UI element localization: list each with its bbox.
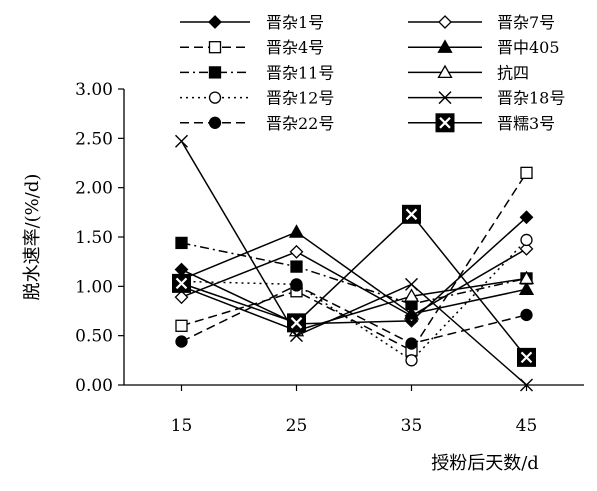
- series-line: [181, 277, 527, 332]
- series-line: [181, 172, 528, 352]
- data-point: [290, 260, 303, 273]
- data-point: [405, 337, 418, 350]
- data-point: [172, 273, 191, 293]
- legend-label: 晋中405: [497, 38, 560, 57]
- series-9: [175, 279, 533, 350]
- series-3: [175, 166, 533, 357]
- data-point: [403, 306, 420, 320]
- data-point: [175, 134, 188, 148]
- data-point: [519, 210, 534, 225]
- x-tick-label: 25: [286, 416, 308, 436]
- data-point: [289, 244, 304, 259]
- series-10: [172, 204, 536, 367]
- data-point: [405, 354, 418, 367]
- axes: 0.00 0.50 1.00 1.50 2.00 2.50 3.00 15 25 35 45 授粉后天…: [22, 80, 584, 474]
- legend-label: 晋杂7号: [497, 13, 555, 32]
- legend-marker: [208, 15, 222, 29]
- y-tick-label: 2.50: [75, 129, 113, 149]
- data-point: [175, 236, 188, 250]
- series-lines: [172, 134, 536, 392]
- series-8: [175, 134, 533, 392]
- series-line: [181, 242, 527, 305]
- legend-marker: [437, 39, 453, 53]
- data-point: [175, 335, 188, 348]
- legend-item: 晋杂12号: [180, 89, 334, 108]
- y-tick-label: 0.00: [75, 376, 113, 396]
- data-point: [405, 277, 418, 291]
- data-point: [518, 270, 535, 285]
- y-tick-label: 0.50: [75, 327, 113, 347]
- series-line: [180, 140, 527, 386]
- data-point: [287, 313, 306, 333]
- legend-item: 晋糯3号: [408, 113, 555, 133]
- legend-label: 抗四: [497, 63, 529, 82]
- series-line: [181, 231, 527, 315]
- legend-label: 晋杂22号: [266, 114, 334, 133]
- data-point: [520, 378, 533, 392]
- series-line: [181, 213, 528, 358]
- y-axis-title: 脱水速率/(%/d): [22, 174, 43, 301]
- data-point: [174, 290, 189, 305]
- legend-marker: [438, 15, 452, 29]
- data-point: [519, 241, 534, 256]
- legend-label: 晋杂4号: [266, 38, 324, 57]
- legend-marker: [435, 113, 455, 133]
- x-axis-title: 授粉后天数/d: [431, 453, 539, 474]
- legend-item: 晋杂7号: [408, 13, 555, 32]
- legend-marker: [208, 66, 222, 79]
- series-line: [181, 248, 527, 317]
- legend-item: 抗四: [408, 63, 529, 82]
- legend-label: 晋杂18号: [497, 89, 565, 108]
- data-point: [402, 204, 421, 224]
- legend-marker: [208, 116, 222, 129]
- legend-label: 晋杂12号: [266, 89, 334, 108]
- data-point: [520, 308, 533, 322]
- y-tick-label: 3.00: [75, 80, 113, 100]
- x-tick-label: 45: [516, 416, 538, 436]
- legend-label: 晋杂11号: [266, 63, 334, 82]
- data-point: [288, 224, 305, 238]
- y-tick-label: 1.00: [75, 277, 113, 297]
- legend-item: 晋杂11号: [180, 63, 334, 82]
- data-point: [520, 233, 533, 247]
- data-point: [518, 281, 535, 295]
- series-line: [181, 284, 527, 345]
- legend-item: 晋杂22号: [180, 114, 334, 133]
- y-tick-label: 1.50: [75, 228, 113, 248]
- data-point: [517, 347, 536, 367]
- x-tick-label: 15: [171, 416, 193, 436]
- legend-marker: [208, 91, 222, 104]
- x-tick-label: 35: [401, 416, 423, 436]
- legend-label: 晋杂1号: [266, 13, 324, 32]
- legend-item: 晋杂18号: [408, 89, 565, 108]
- legend-marker: [438, 91, 452, 105]
- data-point: [290, 279, 303, 292]
- legend-label: 晋糯3号: [497, 114, 555, 133]
- legend-item: 晋杂1号: [180, 13, 324, 32]
- data-point: [520, 166, 533, 180]
- series-line: [181, 239, 528, 362]
- legend-item: 晋杂4号: [180, 38, 324, 57]
- legend-item: 晋中405: [408, 38, 560, 57]
- data-point: [175, 319, 188, 332]
- y-tick-label: 2.00: [75, 179, 113, 199]
- data-point: [403, 288, 420, 302]
- series-line: [181, 216, 528, 325]
- legend-marker: [437, 64, 453, 79]
- legend-marker: [208, 41, 222, 54]
